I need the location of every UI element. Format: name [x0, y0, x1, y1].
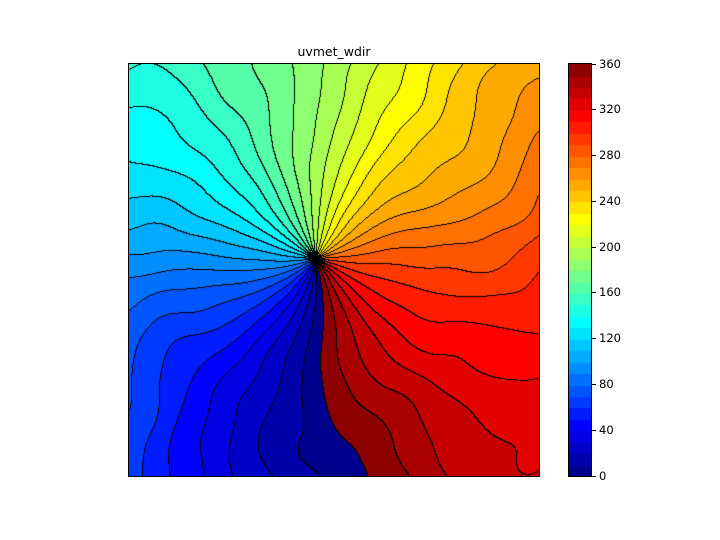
colorbar-tick-mark: [592, 63, 596, 65]
colorbar-tick-label: 80: [599, 376, 614, 391]
colorbar-gradient: [569, 64, 591, 476]
colorbar-tick-label: 200: [599, 239, 621, 254]
colorbar-tick-mark: [592, 429, 596, 431]
colorbar-tick-group: 0 40 80 120 160 200 240 280 320 360: [592, 57, 652, 483]
colorbar-tick-label: 0: [599, 468, 607, 483]
colorbar-tick-mark: [592, 155, 596, 157]
page-title: uvmet_wdir: [297, 44, 371, 59]
colorbar-tick-mark: [592, 292, 596, 294]
colorbar-tick-mark: [592, 200, 596, 202]
colorbar-tick-mark: [592, 383, 596, 385]
colorbar-tick-label: 160: [599, 285, 621, 300]
colorbar-tick-label: 40: [599, 422, 614, 437]
colorbar-tick-mark: [592, 338, 596, 340]
colorbar: [568, 63, 592, 477]
contour-field-canvas: [129, 64, 539, 476]
colorbar-tick-mark: [592, 475, 596, 477]
colorbar-tick-label: 320: [599, 102, 621, 117]
colorbar-tick-label: 360: [599, 56, 621, 71]
colorbar-tick-mark: [592, 109, 596, 111]
colorbar-tick-mark: [592, 246, 596, 248]
colorbar-tick-label: 120: [599, 331, 621, 346]
contour-plot-axes: [128, 63, 540, 477]
colorbar-tick-label: 240: [599, 193, 621, 208]
colorbar-tick-label: 280: [599, 148, 621, 163]
